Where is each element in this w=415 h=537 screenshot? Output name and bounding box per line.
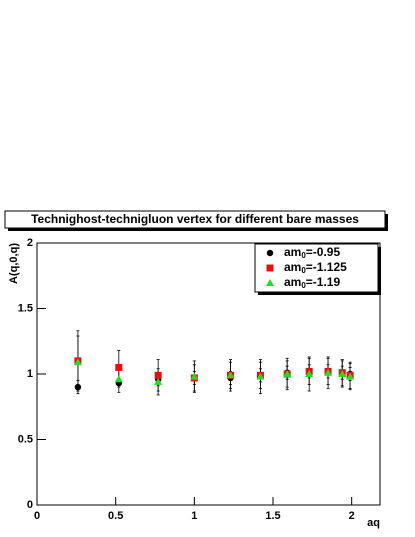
y-tick-label: 0.5	[18, 433, 33, 445]
legend-label: am0=-0.95	[284, 245, 340, 260]
point	[74, 383, 82, 391]
point	[226, 371, 235, 379]
legend-label: am0=-1.19	[284, 275, 340, 290]
legend-marker	[266, 279, 274, 286]
point	[114, 375, 123, 383]
legend-label: am0=-1.125	[284, 260, 347, 275]
point	[338, 370, 347, 377]
point	[305, 370, 314, 377]
x-tick-label: 1.5	[265, 510, 280, 522]
y-tick-label: 0	[27, 499, 33, 511]
point	[190, 372, 199, 380]
y-axis-label: A(q,0,q)	[8, 243, 20, 284]
legend-marker	[266, 264, 274, 272]
point	[154, 371, 162, 379]
x-tick-label: 0	[34, 510, 40, 522]
point	[346, 372, 355, 380]
point	[154, 377, 163, 385]
x-tick-label: 1	[191, 510, 197, 522]
legend-box	[254, 243, 379, 293]
point	[115, 363, 123, 371]
y-tick-label: 1	[27, 368, 33, 380]
y-tick-label: 1.5	[18, 302, 33, 314]
point	[324, 368, 333, 376]
chart-title: Technighost-technigluon vertex for diffe…	[31, 212, 359, 226]
point	[73, 358, 82, 366]
x-tick-label: 2	[349, 510, 355, 522]
x-axis-label: aq	[367, 517, 380, 529]
x-tick-label: 0.5	[108, 510, 123, 522]
y-tick-label: 2	[27, 237, 33, 249]
title-box	[4, 210, 386, 229]
point	[283, 370, 292, 377]
legend-marker	[266, 249, 274, 257]
point	[256, 372, 265, 380]
